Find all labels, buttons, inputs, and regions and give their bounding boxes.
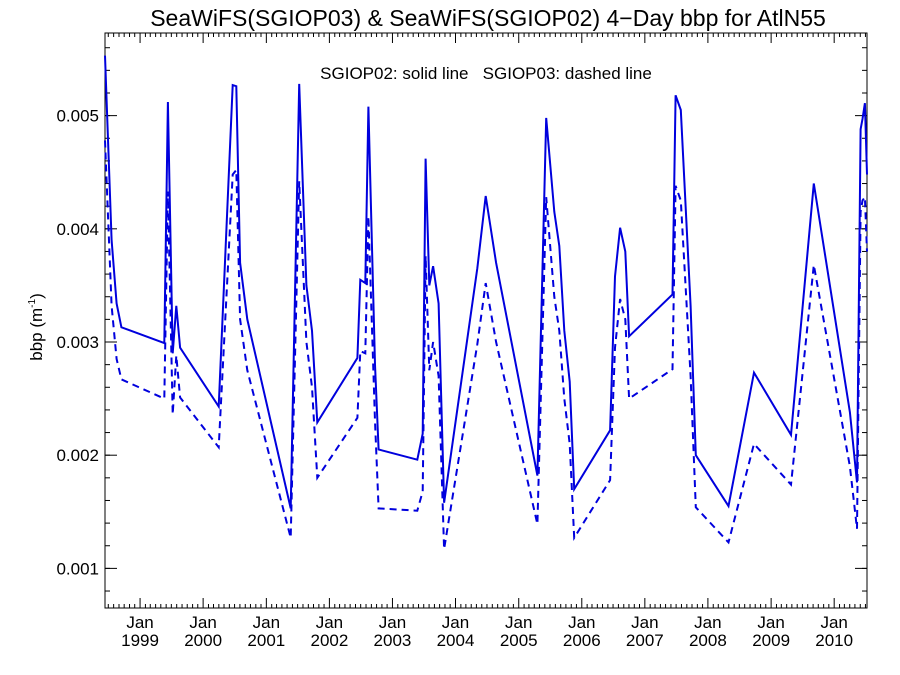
x-tick-month-label: Jan [568,613,595,632]
y-axis-label: bbp (m-1) [27,293,46,361]
x-tick-year-label: 2006 [563,631,601,650]
x-tick-year-label: 2004 [437,631,475,650]
x-tick-year-label: 1999 [121,631,159,650]
x-tick-month-label: Jan [189,613,216,632]
plot-area: 0.0010.0020.0030.0040.005Jan1999Jan2000J… [56,32,868,650]
x-tick-year-label: 2007 [626,631,664,650]
x-tick-year-label: 2001 [247,631,285,650]
x-tick-month-label: Jan [631,613,658,632]
x-tick-month-label: Jan [316,613,343,632]
x-tick-month-label: Jan [757,613,784,632]
y-axis-label-main: bbp (m [27,308,46,361]
y-tick-label: 0.001 [56,559,99,578]
x-tick-year-label: 2009 [752,631,790,650]
x-tick-year-label: 2008 [689,631,727,650]
x-tick-month-label: Jan [442,613,469,632]
line-style-annotation: SGIOP02: solid line SGIOP03: dashed line [320,64,652,83]
x-tick-month-label: Jan [694,613,721,632]
x-tick-month-label: Jan [253,613,280,632]
y-tick-label: 0.004 [56,220,99,239]
y-tick-label: 0.005 [56,107,99,126]
x-tick-year-label: 2010 [815,631,853,650]
x-tick-year-label: 2000 [184,631,222,650]
y-tick-label: 0.002 [56,446,99,465]
y-axis-label-exponent: -1 [27,298,38,307]
series-line-sgiop02 [104,55,868,509]
x-tick-year-label: 2003 [374,631,412,650]
x-tick-month-label: Jan [820,613,847,632]
y-axis-label-close: ) [27,293,46,299]
y-tick-label: 0.003 [56,333,99,352]
plot-frame [104,32,868,609]
x-tick-year-label: 2002 [310,631,348,650]
x-tick-month-label: Jan [126,613,153,632]
chart-title: SeaWiFS(SGIOP03) & SeaWiFS(SGIOP02) 4−Da… [150,5,826,31]
x-tick-month-label: Jan [505,613,532,632]
x-tick-month-label: Jan [379,613,406,632]
x-tick-year-label: 2005 [500,631,538,650]
series-line-sgiop03 [104,140,868,550]
